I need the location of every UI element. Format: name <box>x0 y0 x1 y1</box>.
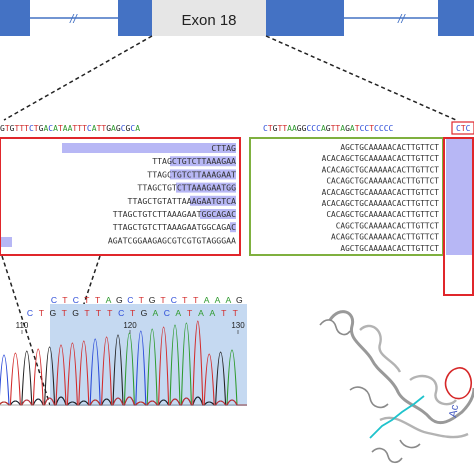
exon-block-3 <box>266 0 344 36</box>
sanger-top-base: T <box>62 295 68 305</box>
sanger-bottom-base: A <box>153 308 159 318</box>
sanger-top-base: A <box>226 295 232 305</box>
sanger-highlight <box>50 304 247 406</box>
break-mark-right: // <box>397 12 406 26</box>
left-read-bar <box>170 169 236 180</box>
zoom-line-left <box>3 35 153 121</box>
sanger-bottom-base: C <box>164 308 170 318</box>
protein-ribbon-3 <box>319 319 421 464</box>
right-read: AGCTGCAAAAACACTTGTTCT <box>340 143 439 152</box>
sanger-bottom-base: T <box>221 308 227 318</box>
right-read: CACAGCTGCAAAAACACTTGTTCT <box>326 177 439 186</box>
sanger-top-base: T <box>84 295 90 305</box>
sanger-bottom-base: A <box>198 308 204 318</box>
reference-right-seq: CTGTTAAGGCCCAGTTAGATCCTCCCC <box>263 124 394 133</box>
left-read: AGATCGGAAGAGCGTCGTGTAGGGAA <box>108 235 236 245</box>
right-read: CAGCTGCAAAAACACTTGTTCT <box>336 221 440 230</box>
protein-ribbon <box>328 310 474 425</box>
sanger-bottom-base: G <box>72 308 79 318</box>
sanger-top-base: A <box>215 295 221 305</box>
right-read: ACACAGCTGCAAAAACACTTGTTCT <box>322 188 440 197</box>
exon-18-highlight <box>152 0 266 36</box>
sanger-bottom-base: T <box>187 308 193 318</box>
exon-block-2 <box>118 0 152 36</box>
sanger-bottom-base: C <box>27 308 33 318</box>
zoom-line-sanger-left <box>1 255 51 406</box>
sanger-bottom-base: A <box>210 308 216 318</box>
left-read-bar <box>230 222 236 233</box>
trace-G <box>0 334 247 406</box>
zoom-line-right <box>265 35 457 121</box>
left-read-bar <box>200 209 236 219</box>
reference-boxed-frame <box>451 121 474 135</box>
sanger-top-base: T <box>139 295 145 305</box>
sanger-position-label: 110 <box>16 321 29 330</box>
left-read-bar <box>62 143 236 153</box>
protein-structure: Ac <box>319 310 474 464</box>
sanger-top-base: T <box>193 295 199 305</box>
sanger-bottom-base: G <box>141 308 148 318</box>
right-read: AGCTGCAAAAACACTTGTTCT <box>340 244 439 253</box>
sanger-position-label: 130 <box>231 321 245 330</box>
right-read: ACACAGCTGCAAAAACACTTGTTCT <box>322 154 440 163</box>
sanger-bottom-base: T <box>233 308 239 318</box>
protein-label: Ac <box>447 403 461 418</box>
sanger-position-label: 120 <box>123 321 137 330</box>
sanger-top-base: T <box>95 295 101 305</box>
right-alignment-panel: AGCTGCAAAAACACTTGTTCT ACACAGCTGCAAAAACACT… <box>249 137 474 296</box>
left-read: TTAGCTGTCTTAAAGAAT <box>147 169 236 179</box>
sanger-top-base: C <box>171 295 177 305</box>
sanger-top-base: G <box>236 295 243 305</box>
left-read: TTAGCTGTCTTAAAGAATGG <box>137 183 236 193</box>
sanger-bottom-base: G <box>49 308 56 318</box>
sanger-top-base: A <box>204 295 210 305</box>
left-read-bar <box>176 182 236 193</box>
sanger-top-base: C <box>127 295 133 305</box>
right-read: ACAGCTGCAAAAACACTTGTTCT <box>331 233 439 242</box>
gene-model: Exon 18 // // <box>0 0 474 36</box>
left-read: TTAGCTGTCTTAAAGAATGGCAGAC <box>113 222 236 232</box>
sanger-top-base: C <box>51 295 57 305</box>
sanger-bottom-base: T <box>130 308 136 318</box>
sanger-bottom-base: T <box>62 308 68 318</box>
sanger-bottom-base: T <box>39 308 45 318</box>
sanger-top-base: A <box>106 295 112 305</box>
reference-left-seq: GTGTTTCTGACATAATTTCATTGAGCGCA <box>0 124 140 133</box>
sanger-bottom-base: T <box>96 308 102 318</box>
left-read-bar <box>170 156 236 167</box>
sanger-top-base: C <box>73 295 79 305</box>
left-read-bar <box>0 237 12 247</box>
exon-block-4 <box>438 0 474 36</box>
right-edge-frame <box>443 137 474 296</box>
reference-sequence: GTGTTTCTGACATAATTTCATTGAGCGCA CTGTTAAGGC… <box>0 121 474 135</box>
left-read: TTAGCTGTCTTAAAGAATGGCAGAC <box>113 209 236 219</box>
sanger-bottom-base: T <box>107 308 113 318</box>
right-read-bar <box>446 138 474 255</box>
reference-boxed-seq: CTC <box>456 124 471 133</box>
sanger-bottom-base: C <box>118 308 124 318</box>
left-read: TTAGCTGTATTAAAGAATGTCA <box>128 196 237 206</box>
left-read: CTTAG <box>211 143 236 153</box>
right-read: ACACAGCTGCAAAAACACTTGTTCT <box>322 165 440 174</box>
left-read: TTAGCTGTCTTAAAGAA <box>152 156 236 166</box>
left-panel-frame <box>0 137 241 256</box>
sanger-top-base: T <box>182 295 188 305</box>
right-read: CACAGCTGCAAAAACACTTGTTCT <box>326 210 439 219</box>
sanger-top-base: G <box>116 295 123 305</box>
right-read: ACACAGCTGCAAAAACACTTGTTCT <box>322 199 440 208</box>
protein-cyan-segment <box>369 395 425 439</box>
sanger-top-base: T <box>160 295 166 305</box>
sanger-top-base: G <box>149 295 156 305</box>
protein-highlight-region <box>444 367 473 400</box>
sanger-bottom-base: A <box>175 308 181 318</box>
left-alignment-panel: CTTAG TTAGCTGTCTTAAAGAA TTAGCTGTCTTAAAGAAT… <box>0 137 241 256</box>
break-mark-left: // <box>69 12 78 26</box>
left-read-bar <box>190 195 236 206</box>
sanger-bottom-base: T <box>84 308 90 318</box>
exon-label: Exon 18 <box>181 12 236 29</box>
exon-block-1 <box>0 0 30 36</box>
